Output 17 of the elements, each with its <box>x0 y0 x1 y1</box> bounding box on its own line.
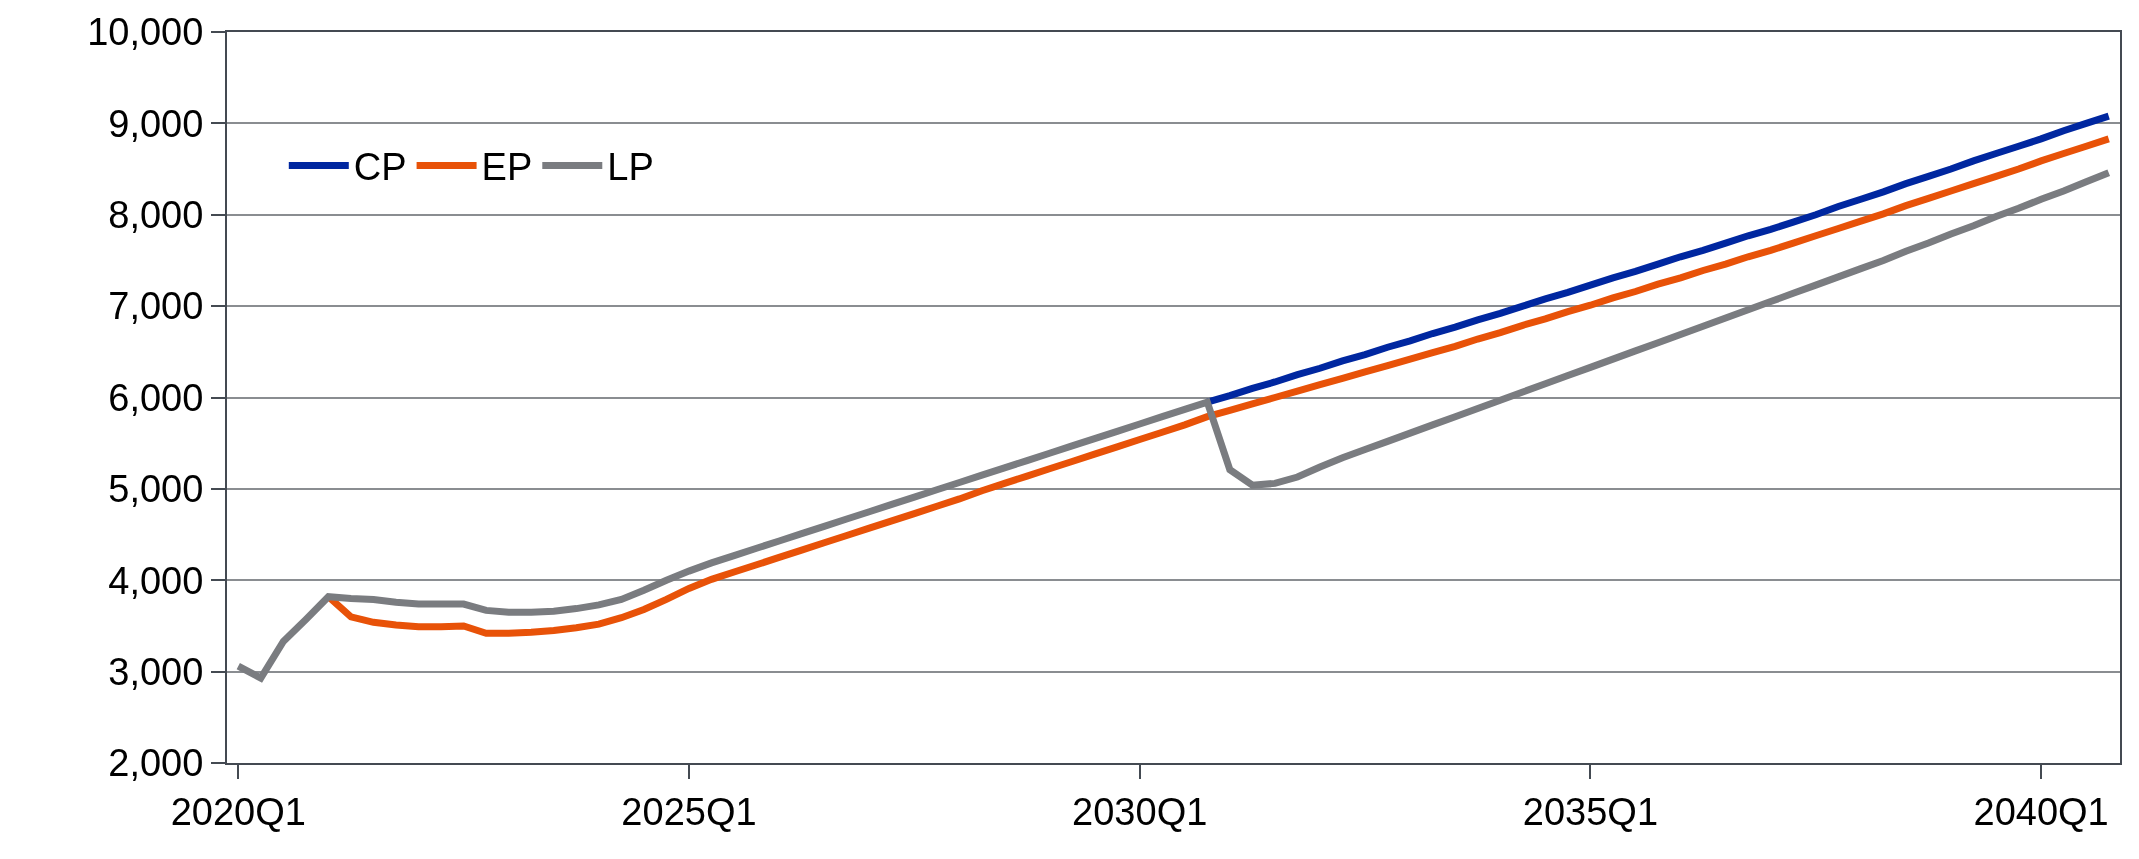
x-tick-label: 2025Q1 <box>621 790 757 833</box>
y-tick-label: 9,000 <box>108 102 204 145</box>
y-tick-label: 3,000 <box>108 650 204 693</box>
x-tick-label: 2040Q1 <box>1973 790 2109 833</box>
y-tick-label: 10,000 <box>87 11 204 54</box>
x-tick-label: 2035Q1 <box>1522 790 1659 833</box>
y-tick-label: 6,000 <box>108 376 204 419</box>
y-tick-label: 2,000 <box>108 742 204 785</box>
legend-label: LP <box>607 146 654 189</box>
y-tick-label: 5,000 <box>108 468 204 511</box>
legend-label: CP <box>353 146 407 189</box>
y-tick-label: 8,000 <box>108 194 204 237</box>
y-tick-label: 7,000 <box>108 285 204 328</box>
x-tick-label: 2020Q1 <box>170 790 306 833</box>
legend-label: EP <box>481 146 533 189</box>
x-tick-label: 2030Q1 <box>1072 790 1208 833</box>
y-tick-label: 4,000 <box>108 559 204 602</box>
